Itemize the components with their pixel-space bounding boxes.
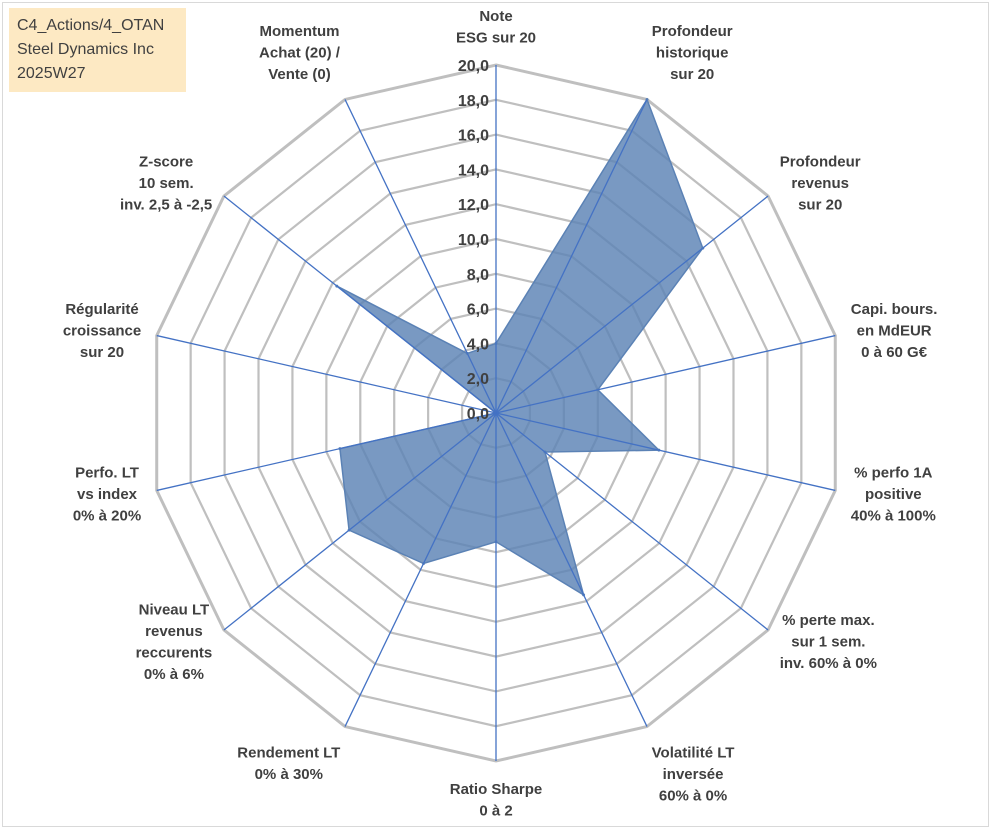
category-label-6: Volatilité LT inversée 60% à 0% bbox=[652, 745, 735, 805]
tick-label: 14,0 bbox=[458, 162, 489, 179]
tick-label: 2,0 bbox=[467, 371, 489, 388]
axis-spokes bbox=[156, 65, 836, 761]
axis-spoke-3 bbox=[495, 334, 836, 414]
axis-spoke-6 bbox=[495, 412, 648, 727]
axis-spoke-13 bbox=[344, 99, 497, 414]
category-label-7: Ratio Sharpe 0 à 2 bbox=[450, 781, 543, 820]
tick-label: 12,0 bbox=[458, 197, 489, 214]
category-label-8: Rendement LT 0% à 30% bbox=[237, 745, 340, 784]
tick-label: 20,0 bbox=[458, 58, 489, 75]
tick-label: 4,0 bbox=[467, 336, 489, 353]
category-label-5: % perte max. sur 1 sem. inv. 60% à 0% bbox=[780, 612, 877, 672]
category-label-1: Profondeur historique sur 20 bbox=[652, 23, 733, 83]
category-label-2: Profondeur revenus sur 20 bbox=[780, 153, 861, 213]
tick-label: 10,0 bbox=[458, 232, 489, 249]
category-label-9: Niveau LT revenus reccurents 0% à 6% bbox=[136, 601, 213, 683]
category-label-0: Note ESG sur 20 bbox=[456, 8, 536, 47]
category-label-10: Perfo. LT vs index 0% à 20% bbox=[73, 465, 141, 525]
info-line-portfolio: C4_Actions/4_OTAN bbox=[17, 17, 165, 34]
category-label-12: Z-score 10 sem. inv. 2,5 à -2,5 bbox=[120, 153, 212, 213]
axis-spoke-8 bbox=[344, 412, 497, 727]
axis-spoke-12 bbox=[223, 195, 497, 414]
category-label-11: Régularité croissance sur 20 bbox=[63, 301, 141, 361]
info-box: C4_Actions/4_OTAN Steel Dynamics Inc 202… bbox=[9, 8, 186, 92]
info-line-week: 2025W27 bbox=[17, 65, 86, 82]
tick-label: 16,0 bbox=[458, 128, 489, 145]
category-label-13: Momentum Achat (20) / Vente (0) bbox=[259, 23, 341, 83]
axis-spoke-4 bbox=[495, 412, 836, 492]
tick-label: 6,0 bbox=[467, 302, 489, 319]
axis-spoke-11 bbox=[156, 334, 497, 414]
category-labels: Note ESG sur 20 Profondeur historique sur 20… bbox=[63, 8, 938, 820]
axis-spoke-5 bbox=[495, 412, 769, 631]
category-label-4: % perfo 1A positive 40% à 100% bbox=[851, 465, 936, 525]
tick-label: 0,0 bbox=[467, 406, 489, 423]
tick-labels: 0,0 2,0 4,0 6,0 8,0 10,0 12,0 14,0 16,0 18,0 20,0 bbox=[458, 58, 489, 423]
axis-spoke-9 bbox=[223, 412, 497, 631]
tick-label: 8,0 bbox=[467, 267, 489, 284]
axis-spoke-10 bbox=[156, 412, 497, 492]
category-label-3: Capi. bours. en MdEUR 0 à 60 G€ bbox=[851, 301, 938, 361]
tick-label: 18,0 bbox=[458, 93, 489, 110]
series-layer bbox=[335, 97, 705, 597]
axis-spoke-1 bbox=[495, 99, 648, 414]
axis-spoke-2 bbox=[495, 195, 769, 414]
info-line-company: Steel Dynamics Inc bbox=[17, 41, 154, 58]
